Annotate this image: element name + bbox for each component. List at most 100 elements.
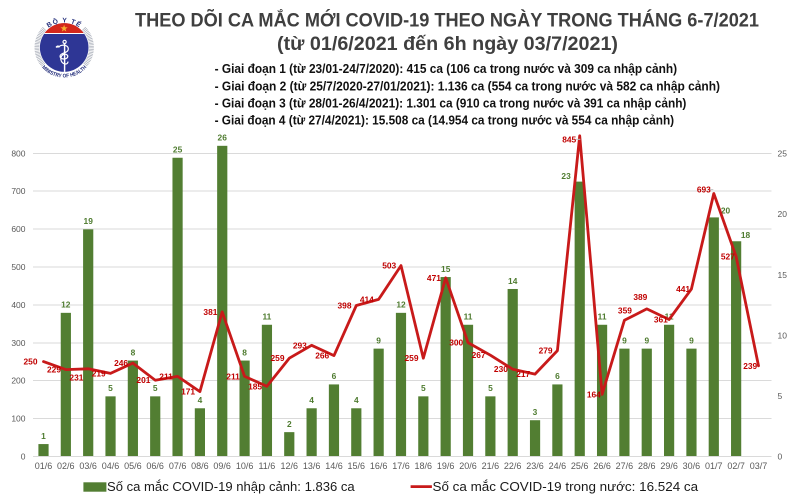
svg-text:01/7: 01/7: [705, 461, 723, 471]
svg-text:4: 4: [309, 395, 314, 405]
svg-text:10/6: 10/6: [236, 461, 254, 471]
svg-text:200: 200: [11, 376, 25, 386]
svg-text:26: 26: [218, 133, 228, 143]
svg-text:700: 700: [11, 186, 25, 196]
svg-text:361: 361: [654, 315, 668, 325]
svg-text:300: 300: [449, 338, 463, 348]
svg-text:800: 800: [11, 148, 25, 158]
svg-text:29/6: 29/6: [660, 461, 678, 471]
svg-text:18/6: 18/6: [415, 461, 433, 471]
svg-text:24/6: 24/6: [549, 461, 567, 471]
svg-text:02/7: 02/7: [727, 461, 745, 471]
svg-text:5: 5: [108, 383, 113, 393]
svg-text:5: 5: [153, 383, 158, 393]
svg-text:693: 693: [697, 185, 711, 195]
svg-text:10: 10: [778, 330, 788, 340]
svg-text:01/6: 01/6: [35, 461, 53, 471]
svg-text:0: 0: [21, 452, 26, 462]
svg-text:20: 20: [721, 206, 731, 216]
svg-text:381: 381: [203, 307, 217, 317]
svg-text:9: 9: [622, 335, 627, 345]
svg-text:05/6: 05/6: [124, 461, 142, 471]
svg-text:6: 6: [332, 371, 337, 381]
svg-text:- Giai đoạn 1 (từ 23/01-24/7/2: - Giai đoạn 1 (từ 23/01-24/7/2020): 415 …: [215, 61, 677, 76]
svg-text:18: 18: [741, 230, 751, 240]
svg-text:06/6: 06/6: [146, 461, 164, 471]
svg-text:4: 4: [198, 395, 203, 405]
svg-text:30/6: 30/6: [683, 461, 701, 471]
svg-text:23: 23: [561, 171, 571, 181]
svg-text:201: 201: [136, 375, 150, 385]
svg-text:13/6: 13/6: [303, 461, 321, 471]
svg-text:211: 211: [159, 371, 173, 381]
svg-text:11: 11: [665, 312, 674, 322]
svg-text:600: 600: [11, 224, 25, 234]
svg-text:229: 229: [47, 365, 61, 375]
svg-text:- Giai đoạn 2 (từ 25/7/2020-27: - Giai đoạn 2 (từ 25/7/2020-27/01/2021):…: [215, 78, 720, 93]
svg-text:Số ca mắc COVID-19 nhập cảnh:: Số ca mắc COVID-19 nhập cảnh: 1.836 ca: [107, 479, 355, 494]
svg-text:21/6: 21/6: [482, 461, 500, 471]
svg-text:11: 11: [598, 312, 607, 322]
svg-text:250: 250: [24, 357, 38, 367]
svg-text:503: 503: [382, 261, 396, 271]
svg-text:8: 8: [242, 347, 247, 357]
svg-text:Số ca mắc COVID-19 trong nước:: Số ca mắc COVID-19 trong nước: 16.524 ca: [433, 479, 699, 494]
svg-text:414: 414: [360, 294, 374, 304]
svg-text:20: 20: [778, 209, 788, 219]
svg-text:219: 219: [92, 368, 106, 378]
svg-text:1: 1: [41, 431, 46, 441]
svg-text:12: 12: [61, 300, 71, 310]
svg-text:- Giai đoạn 4 (từ 27/4/2021):: - Giai đoạn 4 (từ 27/4/2021): 15.508 ca …: [215, 113, 674, 128]
svg-text:11/6: 11/6: [258, 461, 275, 471]
svg-text:04/6: 04/6: [102, 461, 120, 471]
svg-text:5: 5: [421, 383, 426, 393]
svg-text:20/6: 20/6: [459, 461, 477, 471]
svg-text:359: 359: [618, 305, 632, 315]
svg-text:25/6: 25/6: [571, 461, 589, 471]
svg-text:26/6: 26/6: [593, 461, 611, 471]
svg-text:211: 211: [226, 371, 240, 381]
svg-text:217: 217: [516, 369, 530, 379]
svg-text:BỘ Y TẾ: BỘ Y TẾ: [46, 16, 85, 29]
svg-text:23/6: 23/6: [526, 461, 544, 471]
svg-text:500: 500: [11, 262, 25, 272]
svg-text:THEO DÕI CA MẮC MỚI COVID-19 T: THEO DÕI CA MẮC MỚI COVID-19 THEO NGÀY T…: [135, 10, 759, 32]
svg-text:398: 398: [338, 301, 352, 311]
svg-text:4: 4: [354, 395, 359, 405]
svg-text:27/6: 27/6: [616, 461, 634, 471]
svg-text:8: 8: [131, 347, 136, 357]
svg-text:19/6: 19/6: [437, 461, 455, 471]
svg-text:267: 267: [472, 350, 486, 360]
svg-text:246: 246: [114, 358, 128, 368]
svg-text:471: 471: [427, 273, 441, 283]
svg-text:28/6: 28/6: [638, 461, 656, 471]
svg-text:(từ 01/6/2021 đến 6h ngày 03/7: (từ 01/6/2021 đến 6h ngày 03/7/2021): [277, 34, 618, 55]
svg-text:100: 100: [11, 414, 25, 424]
svg-text:03/6: 03/6: [79, 461, 97, 471]
svg-text:527: 527: [721, 252, 735, 262]
svg-text:15: 15: [441, 264, 451, 274]
svg-text:09/6: 09/6: [213, 461, 231, 471]
svg-text:9: 9: [644, 335, 649, 345]
svg-text:12: 12: [396, 300, 406, 310]
svg-text:11: 11: [464, 312, 473, 322]
svg-text:3: 3: [533, 407, 538, 417]
svg-text:259: 259: [405, 353, 419, 363]
svg-text:15/6: 15/6: [348, 461, 366, 471]
svg-text:6: 6: [555, 371, 560, 381]
svg-text:300: 300: [11, 338, 25, 348]
svg-text:22/6: 22/6: [504, 461, 522, 471]
svg-text:230: 230: [494, 364, 508, 374]
svg-text:185: 185: [248, 381, 262, 391]
svg-text:5: 5: [488, 383, 493, 393]
svg-text:08/6: 08/6: [191, 461, 209, 471]
svg-text:164: 164: [587, 389, 601, 399]
svg-text:11: 11: [262, 312, 271, 322]
svg-text:14/6: 14/6: [325, 461, 343, 471]
svg-text:5: 5: [778, 391, 783, 401]
svg-text:239: 239: [743, 361, 757, 371]
svg-text:9: 9: [689, 335, 694, 345]
svg-text:259: 259: [271, 353, 285, 363]
svg-text:9: 9: [376, 335, 381, 345]
svg-text:25: 25: [778, 149, 788, 159]
